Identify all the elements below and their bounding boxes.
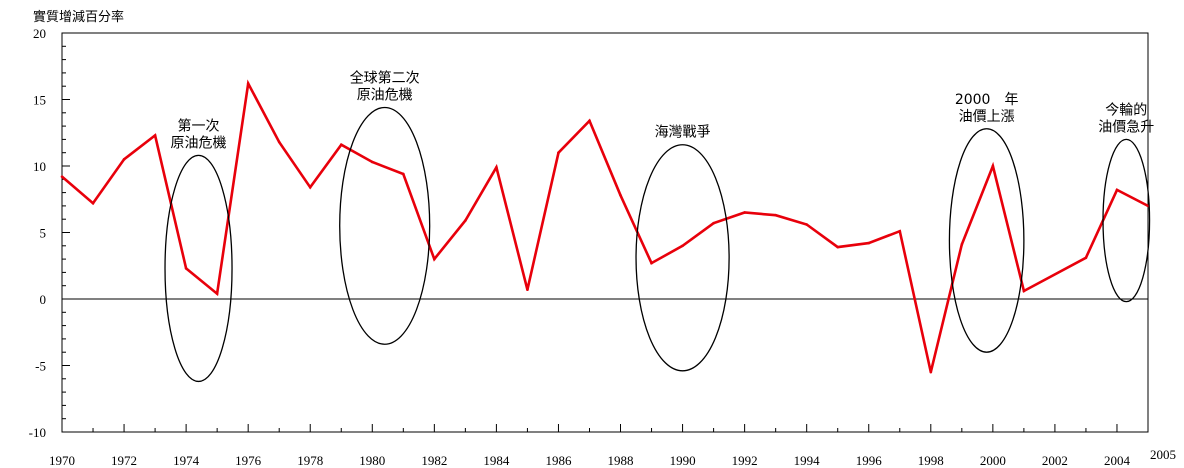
- annotation-ellipse: [949, 129, 1023, 352]
- data-point: [464, 219, 467, 222]
- y-tick-label: 15: [33, 93, 46, 108]
- y-tick-label: 5: [40, 226, 47, 241]
- data-point: [930, 371, 933, 374]
- annotation-label: 全球第二次: [350, 69, 420, 86]
- data-point: [526, 288, 529, 291]
- y-tick-label: 0: [40, 292, 47, 307]
- data-point: [1023, 290, 1026, 293]
- x-tick-label: 2005: [1150, 447, 1176, 462]
- x-tick-label: 1996: [856, 453, 883, 468]
- data-point: [681, 245, 684, 248]
- x-tick-label: 1994: [794, 453, 821, 468]
- x-tick-label: 1972: [111, 453, 137, 468]
- data-point: [154, 134, 157, 137]
- data-point: [278, 141, 281, 144]
- x-tick-label: 1982: [421, 453, 447, 468]
- series-line: [62, 84, 1148, 373]
- y-tick-label: -5: [35, 359, 46, 374]
- x-tick-label: 1978: [297, 453, 323, 468]
- x-tick-label: 1974: [173, 453, 200, 468]
- y-tick-label: -10: [29, 425, 46, 440]
- annotation-label: 海灣戰爭: [655, 125, 711, 141]
- data-point: [216, 292, 219, 295]
- x-tick-label: 1990: [670, 453, 696, 468]
- annotation-ellipse: [340, 107, 430, 344]
- data-point: [247, 82, 250, 85]
- annotation-label: 第一次: [178, 117, 220, 134]
- x-tick-label: 1984: [483, 453, 510, 468]
- data-point: [61, 175, 64, 178]
- annotation-label: 原油危機: [357, 87, 413, 103]
- annotation-label: 油價急升: [1098, 118, 1154, 135]
- data-point: [1116, 189, 1119, 192]
- y-tick-label: 10: [33, 159, 46, 174]
- x-tick-label: 2002: [1042, 453, 1068, 468]
- annotation-label: 2000 年: [955, 92, 1019, 108]
- x-tick-label: 1998: [918, 453, 944, 468]
- x-tick-label: 1976: [235, 453, 262, 468]
- data-point: [495, 166, 498, 169]
- x-tick-label: 1980: [359, 453, 385, 468]
- annotation-label: 原油危機: [171, 135, 227, 151]
- data-point: [588, 119, 591, 122]
- y-axis-label: 實質增減百分率: [33, 9, 124, 25]
- data-point: [774, 214, 777, 217]
- data-point: [92, 202, 95, 205]
- x-tick-label: 1988: [608, 453, 634, 468]
- y-tick-label: 20: [33, 26, 46, 41]
- x-tick-label: 2004: [1104, 453, 1131, 468]
- x-tick-label: 1986: [545, 453, 572, 468]
- data-point: [557, 151, 560, 154]
- data-point: [1085, 256, 1088, 259]
- data-point: [185, 267, 188, 270]
- data-point: [961, 243, 964, 246]
- data-point: [371, 161, 374, 164]
- data-point: [867, 242, 870, 245]
- data-point: [992, 165, 995, 168]
- data-point: [805, 223, 808, 226]
- data-point: [433, 258, 436, 261]
- data-point: [340, 143, 343, 146]
- data-point: [712, 222, 715, 225]
- x-tick-label: 1970: [49, 453, 75, 468]
- annotation-ellipse: [1103, 139, 1150, 301]
- annotation-label: 今輪的: [1105, 101, 1147, 118]
- data-point: [619, 194, 622, 197]
- data-point: [309, 186, 312, 189]
- data-point: [743, 211, 746, 214]
- data-point: [836, 246, 839, 249]
- x-tick-label: 1992: [732, 453, 758, 468]
- x-tick-label: 2000: [980, 453, 1006, 468]
- data-point: [650, 262, 653, 265]
- annotation-label: 油價上漲: [959, 108, 1015, 125]
- data-point: [898, 230, 901, 233]
- data-point: [402, 173, 405, 176]
- data-point: [123, 158, 126, 161]
